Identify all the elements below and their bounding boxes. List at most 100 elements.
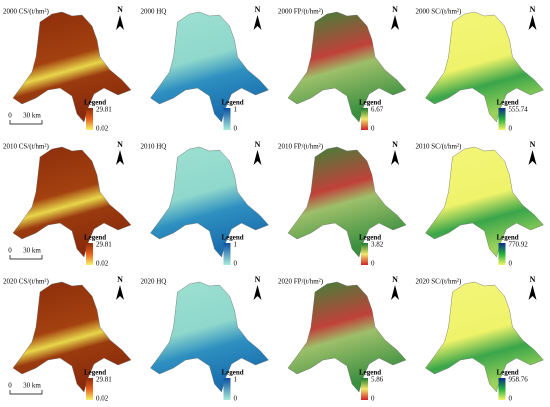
region-map: [287, 281, 407, 393]
legend-title: Legend: [359, 369, 381, 377]
panel-title: 2020 HQ: [141, 278, 167, 286]
panel-title: 2010 SC/(t/hm²): [416, 143, 463, 151]
north-label: N: [530, 5, 536, 14]
legend-max: 958.76: [509, 376, 529, 384]
scale-distance: 30 km: [23, 382, 41, 390]
north-label: N: [255, 275, 261, 284]
panel-title: 2010 HQ: [141, 143, 167, 151]
legend-title: Legend: [497, 369, 519, 377]
legend-bar: [86, 108, 93, 130]
panel-title: 2000 SC/(t/hm²): [416, 8, 463, 16]
legend-title: Legend: [222, 369, 244, 377]
legend-min: 0.02: [96, 395, 109, 403]
north-label: N: [117, 140, 123, 149]
panel-title: 2000 HQ: [141, 8, 167, 16]
north-arrow: [116, 285, 124, 300]
legend-min: 0: [371, 125, 375, 133]
region-map: [287, 146, 407, 258]
north-label: N: [392, 5, 398, 14]
legend-bar: [498, 108, 506, 130]
legend-title: Legend: [497, 99, 519, 107]
legend-bar: [223, 243, 231, 265]
region-map: [425, 281, 544, 393]
region-map: [150, 146, 269, 258]
north-label: N: [392, 275, 398, 284]
scale-bar: [9, 255, 43, 260]
region-map: [150, 11, 269, 123]
panel-title: 2020 SC/(t/hm²): [416, 278, 463, 286]
region-map: [12, 146, 132, 258]
legend-bar: [498, 243, 506, 265]
scale-distance: 30 km: [23, 247, 41, 255]
scale-zero: 0: [8, 112, 12, 120]
legend-title: Legend: [84, 234, 106, 242]
legend-title: Legend: [359, 99, 381, 107]
legend-bar: [86, 243, 93, 265]
legend-max: 1: [234, 241, 238, 249]
north-arrow: [253, 285, 262, 300]
legend-max: 3.82: [371, 241, 384, 249]
legend-min: 0.02: [96, 260, 109, 268]
legend-max: 6.67: [371, 106, 384, 114]
legend-bar: [223, 108, 231, 130]
panel-title: 2020 FP/(t/hm²): [278, 278, 324, 286]
legend-bar: [223, 378, 231, 400]
region-map: [425, 146, 544, 258]
legend-min: 0: [371, 260, 375, 268]
legend-bar: [361, 108, 368, 130]
legend-min: 0: [234, 260, 238, 268]
region-map: [150, 281, 269, 393]
north-label: N: [117, 275, 123, 284]
panel-title: 2000 CS/(t/hm²): [3, 8, 50, 16]
panel-title: 2010 FP/(t/hm²): [278, 143, 324, 151]
panel-title: 2010 CS/(t/hm²): [3, 143, 50, 151]
scale-zero: 0: [8, 247, 12, 255]
region-map: [425, 11, 544, 123]
legend-title: Legend: [359, 234, 381, 242]
north-label: N: [530, 140, 536, 149]
north-arrow: [391, 150, 399, 165]
legend-max: 29.81: [96, 376, 112, 384]
north-arrow: [253, 15, 262, 30]
north-arrow: [528, 15, 537, 30]
legend-max: 5.86: [371, 376, 384, 384]
scale-zero: 0: [8, 382, 12, 390]
legend-bar: [361, 378, 368, 400]
legend-title: Legend: [84, 369, 106, 377]
legend-title: Legend: [222, 234, 244, 242]
legend-max: 1: [234, 376, 238, 384]
panel-title: 2000 FP/(t/hm²): [278, 8, 324, 16]
north-label: N: [117, 5, 123, 14]
panel-title: 2020 CS/(t/hm²): [3, 278, 50, 286]
legend-max: 1: [234, 106, 238, 114]
legend-min: 0: [509, 125, 513, 133]
region-map: [12, 281, 132, 393]
legend-max: 555.74: [509, 106, 529, 114]
legend-min: 0.02: [96, 125, 109, 133]
legend-max: 29.81: [96, 241, 112, 249]
legend-title: Legend: [222, 99, 244, 107]
legend-bar: [86, 378, 93, 400]
legend-min: 0: [509, 260, 513, 268]
legend-bar: [361, 243, 368, 265]
scale-distance: 30 km: [23, 112, 41, 120]
legend-title: Legend: [84, 99, 106, 107]
north-label: N: [392, 140, 398, 149]
north-arrow: [116, 150, 124, 165]
north-arrow: [528, 150, 537, 165]
scale-bar: [9, 390, 43, 395]
legend-min: 0: [234, 395, 238, 403]
